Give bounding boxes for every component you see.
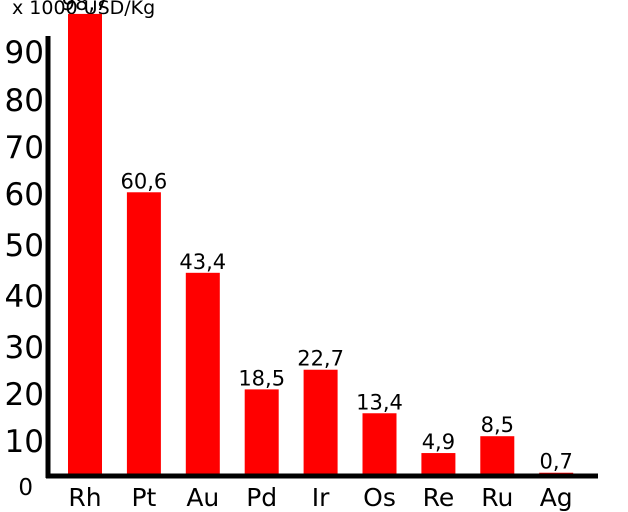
bar-ru — [480, 436, 515, 476]
value-label-pd: 18,5 — [238, 366, 285, 390]
value-label-re: 4,9 — [422, 430, 455, 454]
y-tick-label-50: 50 — [5, 228, 44, 264]
y-axis-unit-label: x 1000 USD/Kg — [12, 0, 156, 19]
y-tick-label-30: 30 — [5, 330, 44, 366]
y-tick-label-80: 80 — [5, 83, 44, 119]
x-tick-label-rh: Rh — [68, 483, 101, 512]
value-label-ru: 8,5 — [481, 413, 514, 437]
y-tick-labels-group: 0 10 20 30 40 50 60 70 80 90 — [5, 35, 44, 501]
value-label-pt: 60,6 — [121, 169, 168, 193]
value-label-rh: 98,7 — [62, 0, 109, 15]
y-tick-label-60: 60 — [5, 177, 44, 213]
x-tick-label-au: Au — [186, 483, 219, 512]
value-labels-group: 98,7 60,6 43,4 18,5 22,7 13,4 4,9 8,5 0,7 — [62, 0, 573, 474]
bar-os — [362, 413, 397, 476]
x-tick-label-pd: Pd — [246, 483, 277, 512]
y-tick-label-0: 0 — [18, 475, 33, 501]
x-tick-labels-group: Rh Pt Au Pd Ir Os Re Ru Ag — [68, 483, 572, 512]
y-tick-label-10: 10 — [5, 424, 44, 460]
x-tick-label-ag: Ag — [540, 483, 573, 512]
y-tick-label-20: 20 — [5, 377, 44, 413]
value-label-ag: 0,7 — [539, 450, 572, 474]
value-label-os: 13,4 — [356, 390, 403, 414]
y-tick-label-90: 90 — [5, 35, 44, 71]
bars-group — [68, 13, 574, 476]
bar-pt — [126, 192, 161, 476]
x-tick-label-re: Re — [423, 483, 455, 512]
bar-ir — [303, 369, 338, 476]
y-tick-label-40: 40 — [5, 279, 44, 315]
bar-re — [421, 453, 456, 476]
x-tick-label-pt: Pt — [131, 483, 156, 512]
x-tick-label-ru: Ru — [481, 483, 513, 512]
bar-au — [185, 272, 220, 476]
value-label-ir: 22,7 — [297, 347, 344, 371]
bar-pd — [244, 389, 279, 476]
x-tick-label-ir: Ir — [312, 483, 330, 512]
y-tick-label-70: 70 — [5, 130, 44, 166]
value-label-au: 43,4 — [179, 250, 226, 274]
x-tick-label-os: Os — [363, 483, 396, 512]
bar-rh — [68, 13, 102, 476]
